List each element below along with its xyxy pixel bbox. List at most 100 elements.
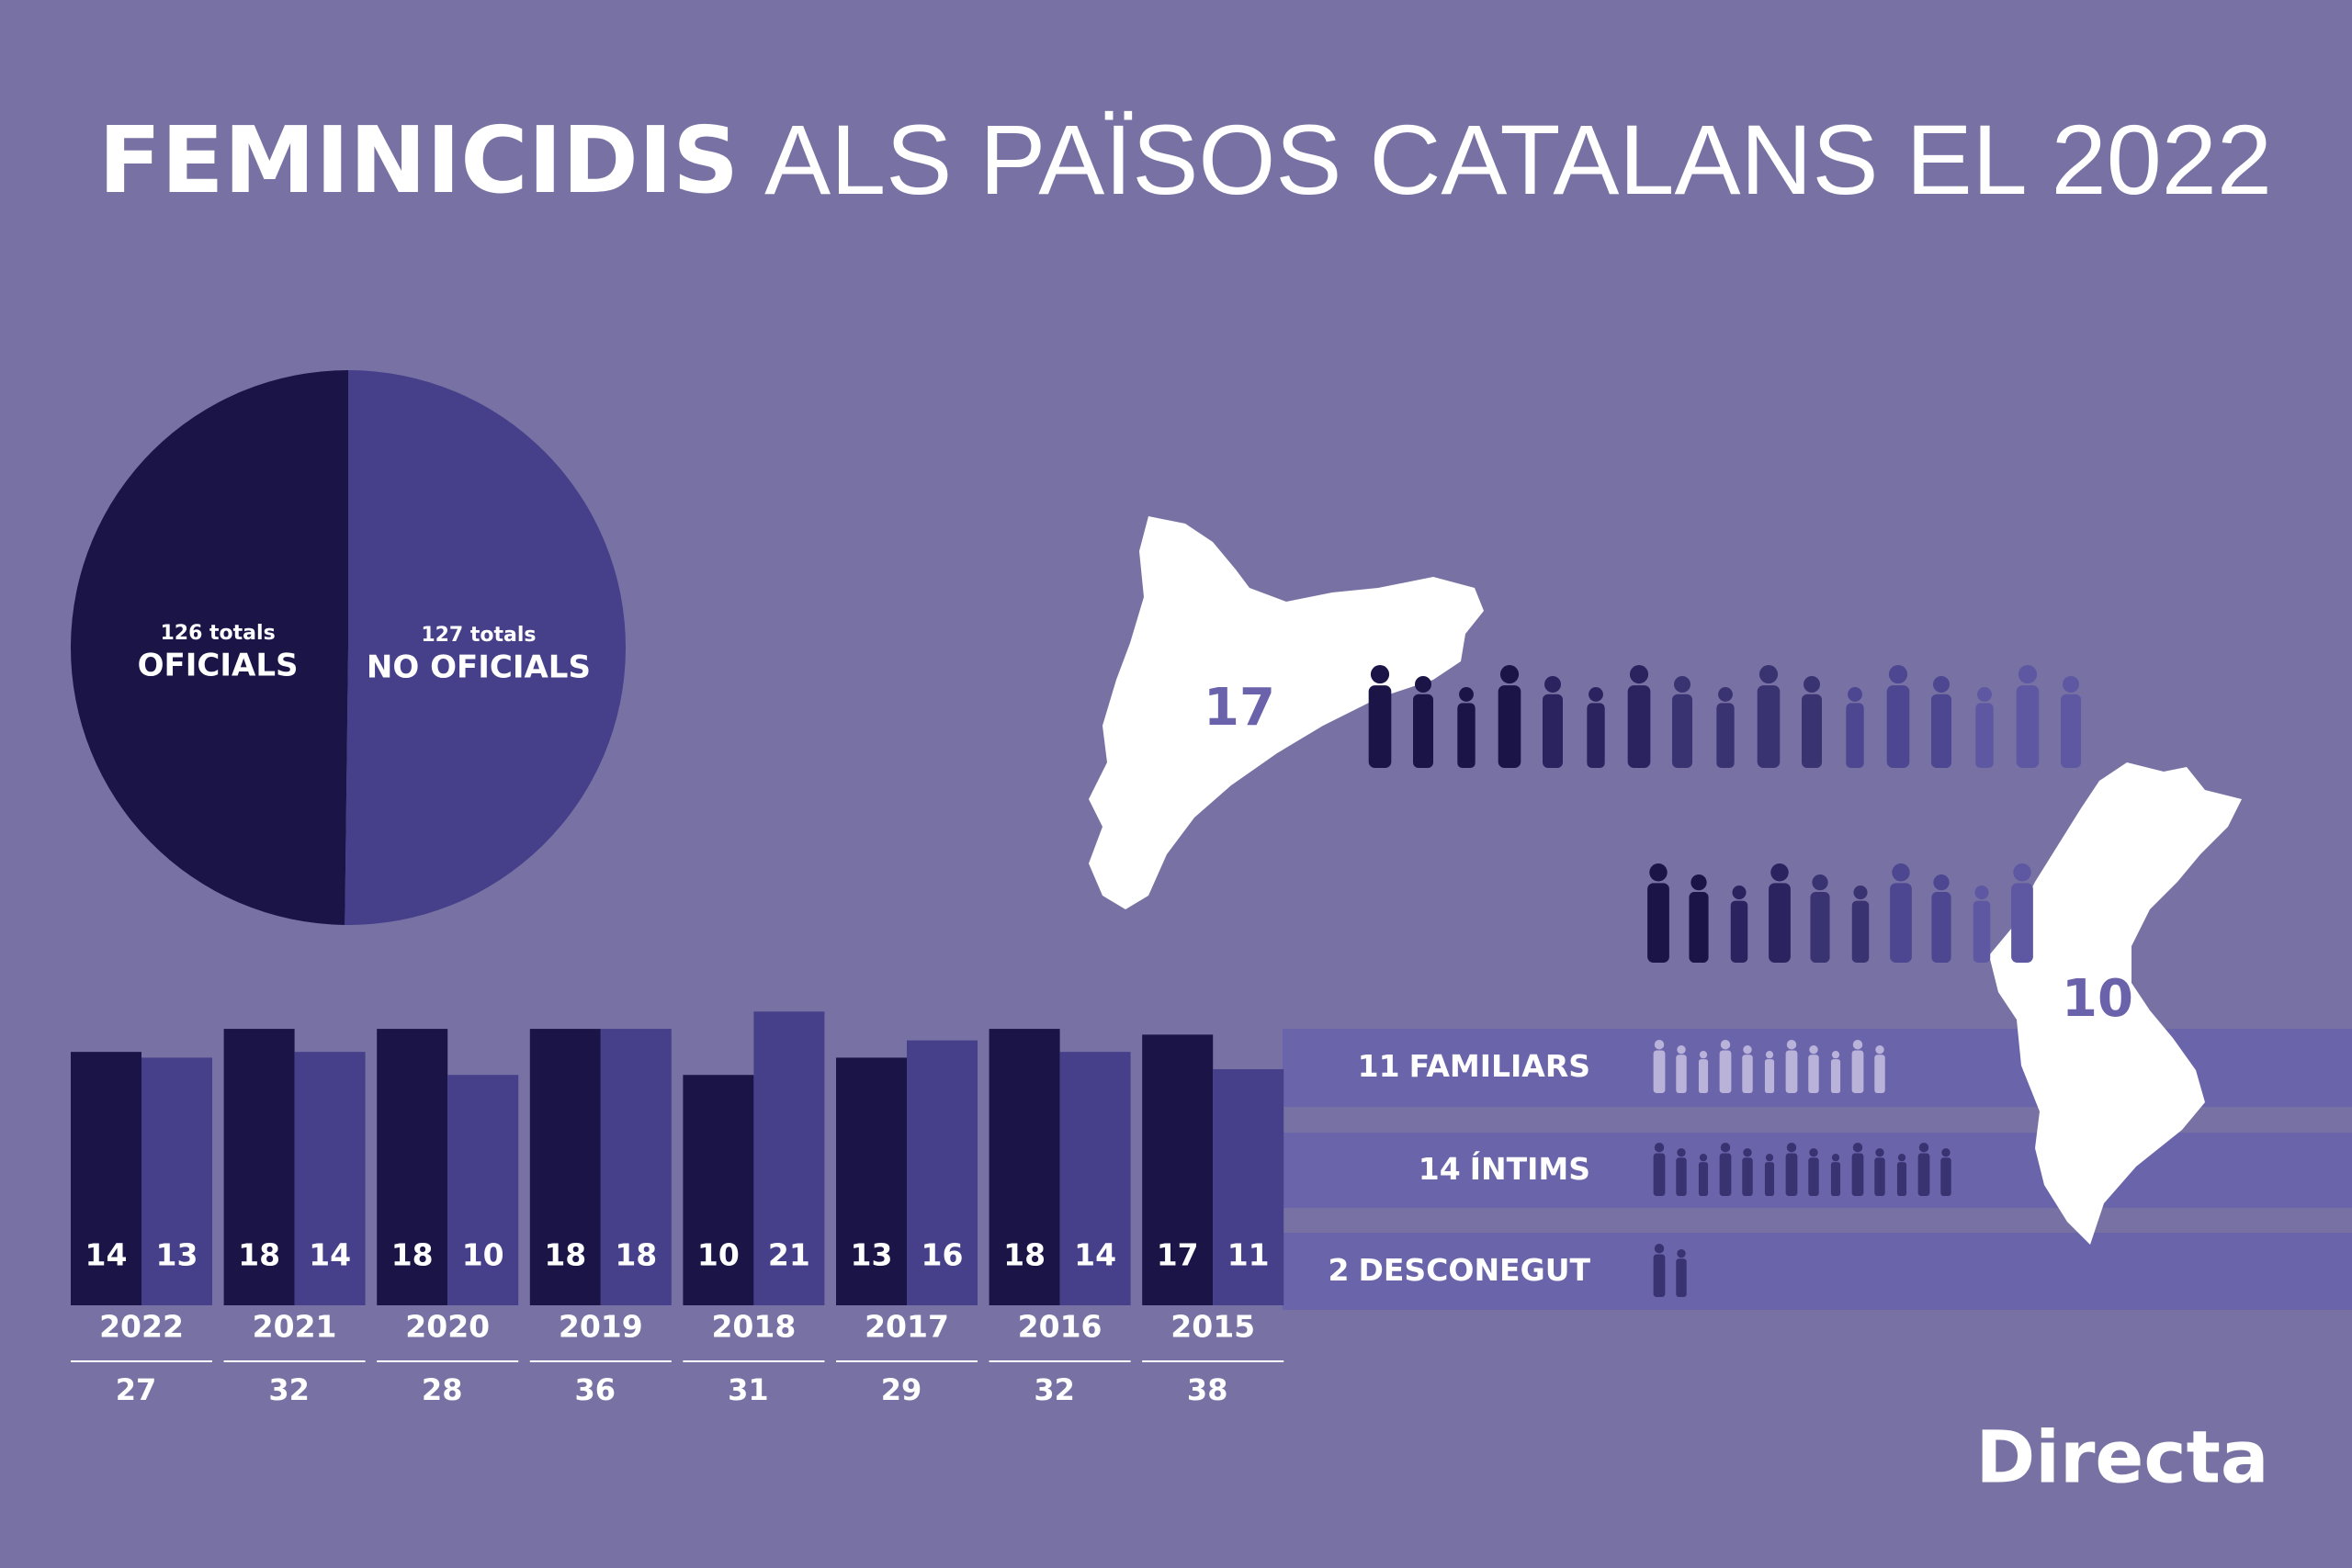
person-body (1830, 1059, 1841, 1093)
person-body (1764, 1059, 1775, 1093)
person-head (1888, 665, 1908, 684)
relation-name: FAMILIARS (1409, 1048, 1590, 1084)
person-icon (1719, 1143, 1732, 1196)
person-head (1875, 1045, 1884, 1055)
person-icon (1874, 1045, 1885, 1093)
person-body (1851, 1050, 1864, 1093)
person-body (1716, 703, 1735, 768)
person-body (1810, 892, 1830, 963)
person-head (1848, 687, 1862, 702)
person-body (1742, 1055, 1753, 1093)
person-body (1676, 1258, 1687, 1297)
person-body (2061, 694, 2081, 768)
person-body (1413, 694, 1433, 768)
person-body (1769, 883, 1791, 963)
person-head (1812, 874, 1828, 891)
person-icon (1886, 665, 1910, 768)
person-body (1742, 1157, 1753, 1196)
person-head (1677, 1148, 1686, 1157)
person-icon (1698, 1051, 1709, 1093)
total-label: 28 (422, 1372, 463, 1407)
relation-count: 14 (1419, 1151, 1461, 1187)
person-body (1457, 703, 1476, 768)
person-body (1719, 1153, 1732, 1196)
person-head (1720, 1143, 1731, 1153)
person-body (1730, 900, 1748, 963)
map-valencia (1989, 762, 2242, 1245)
person-body (1719, 1050, 1732, 1093)
band (1283, 1233, 2352, 1310)
person-body (2016, 685, 2040, 768)
person-body (1676, 1055, 1687, 1093)
person-head (1977, 687, 1992, 702)
slice-value-label: 127 totals (421, 624, 536, 647)
bar (1213, 1068, 1284, 1305)
title-rest: ALS PAÏSOS CATALANS EL 2022 (764, 104, 2272, 215)
title: FEMINICIDIS ALS PAÏSOS CATALANS EL 2022 (98, 104, 2272, 215)
person-icon (1647, 863, 1669, 963)
person-icon (1764, 1154, 1775, 1196)
person-body (1931, 892, 1951, 963)
slice-value-label: 126 totals (160, 622, 275, 645)
person-head (1677, 1045, 1686, 1055)
person-icon (1543, 676, 1563, 768)
person-icon (1587, 687, 1605, 768)
person-icon (1931, 874, 1951, 963)
person-icon (1830, 1154, 1841, 1196)
bar (836, 1057, 907, 1305)
person-body (1368, 685, 1392, 768)
person-body (1846, 703, 1864, 768)
person-body (1808, 1157, 1819, 1196)
bar-value-label: 17 (1157, 1237, 1199, 1273)
person-icon (1808, 1148, 1819, 1196)
year-label: 2015 (1170, 1309, 1255, 1345)
person-body (1931, 694, 1951, 768)
person-head (1770, 863, 1789, 882)
bar (753, 1011, 825, 1305)
person-head (1743, 1148, 1752, 1157)
person-icon (1742, 1045, 1753, 1093)
bar (294, 1052, 366, 1305)
person-head (1743, 1045, 1752, 1055)
slice-name: NO OFICIALS (367, 649, 591, 685)
year-label: 2021 (253, 1309, 337, 1345)
person-head (1415, 676, 1431, 693)
person-body (1698, 1059, 1709, 1093)
total-label: 27 (116, 1372, 157, 1407)
person-head (2063, 676, 2079, 693)
person-icon (1802, 676, 1822, 768)
person-body (1808, 1055, 1819, 1093)
relation-label: 11 FAMILIARS (1358, 1048, 1590, 1084)
person-body (1543, 694, 1563, 768)
person-body (1764, 1162, 1775, 1196)
map-catalonia (1089, 516, 1484, 909)
person-icon (1676, 1045, 1687, 1093)
person-head (1892, 863, 1910, 882)
person-icon (1719, 1040, 1732, 1093)
person-icon (2011, 863, 2033, 963)
person-icon (1757, 665, 1781, 768)
year-label: 2019 (559, 1309, 643, 1345)
person-body (1757, 685, 1781, 768)
relation-count: 11 (1358, 1048, 1400, 1084)
relation-count: 2 (1329, 1252, 1350, 1288)
bar-value-label: 13 (851, 1237, 893, 1273)
person-icon (1368, 665, 1392, 768)
person-icon (1785, 1040, 1798, 1093)
title-strong: FEMINICIDIS (98, 107, 739, 214)
bar-value-label: 18 (615, 1237, 657, 1273)
person-head (1918, 1143, 1929, 1153)
person-body (1830, 1162, 1841, 1196)
year-label: 2020 (405, 1309, 490, 1345)
bar (141, 1057, 212, 1305)
person-head (1649, 863, 1668, 882)
person-head (1758, 665, 1779, 684)
region-count: 17 (1204, 678, 1275, 738)
relation-name: DESCONEGUT (1358, 1252, 1590, 1288)
bar (1059, 1052, 1131, 1305)
year-label: 2016 (1018, 1309, 1102, 1345)
person-body (1689, 892, 1709, 963)
person-head (1589, 687, 1603, 702)
year-label: 2022 (99, 1309, 184, 1345)
person-icon (1676, 1148, 1687, 1196)
